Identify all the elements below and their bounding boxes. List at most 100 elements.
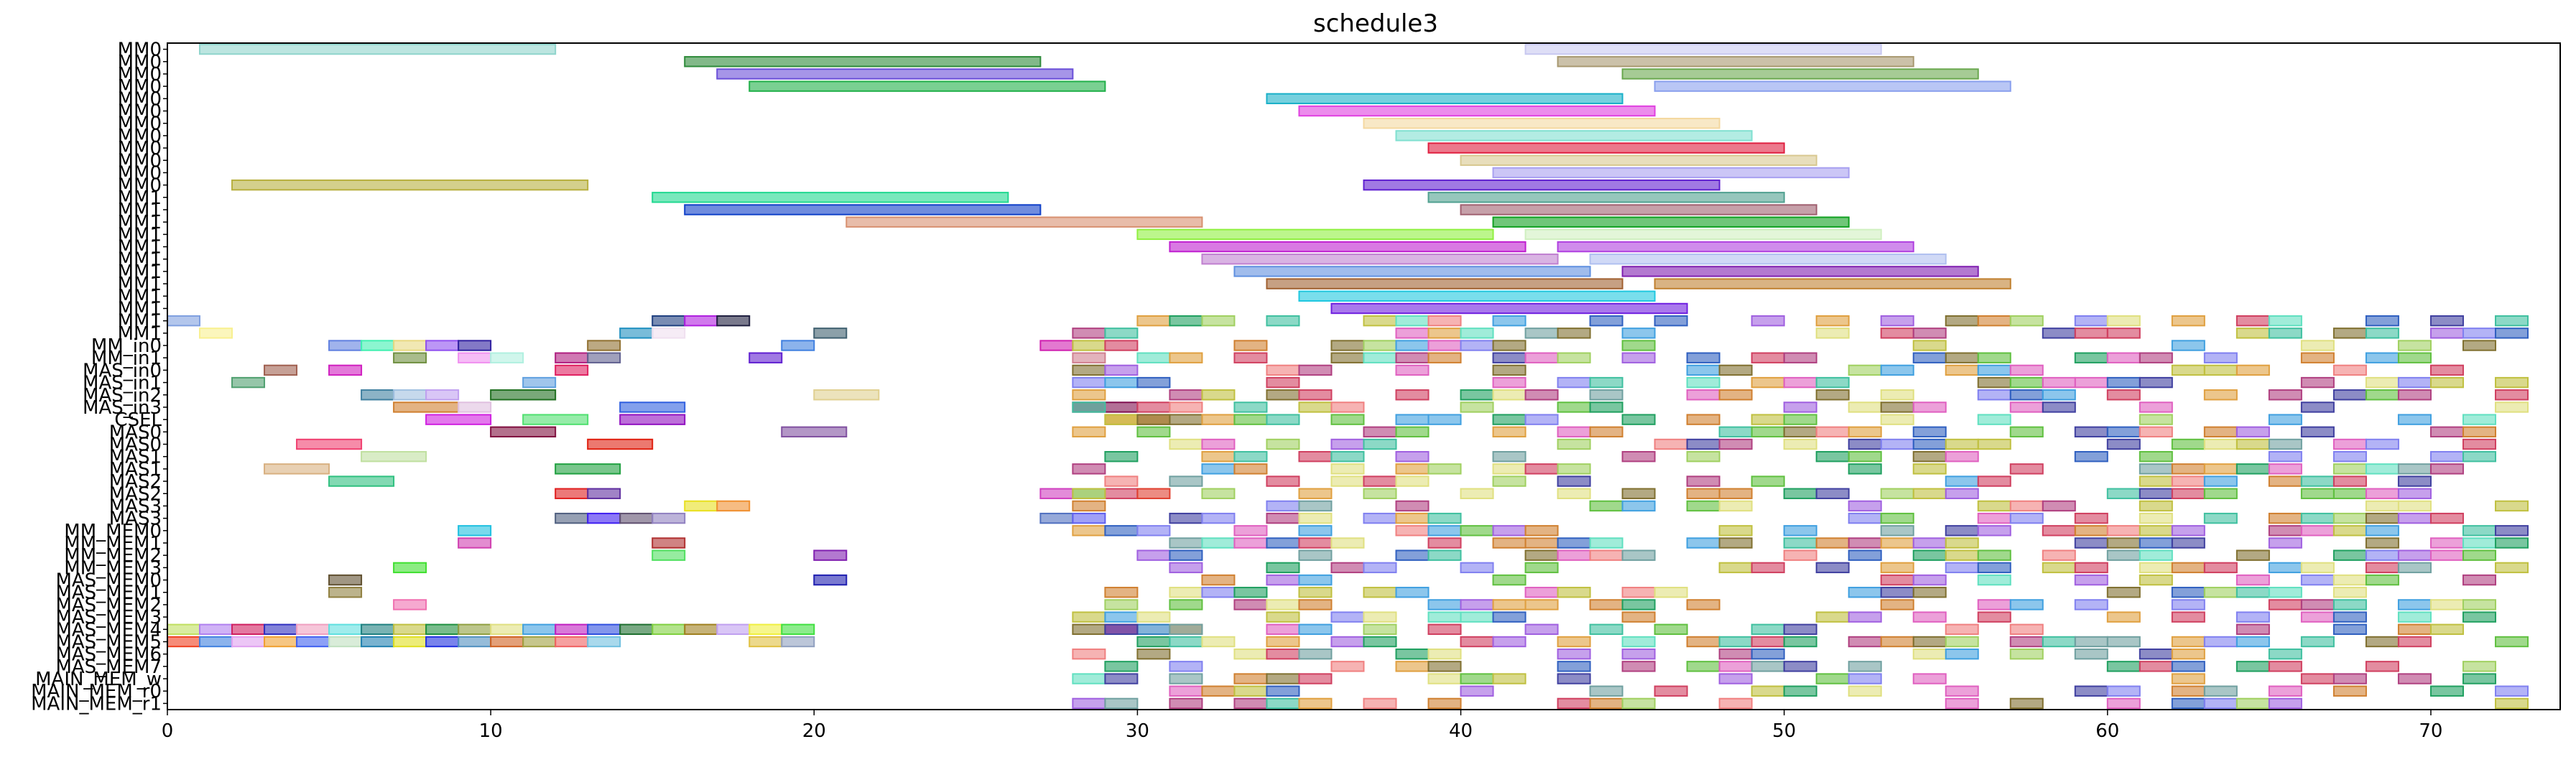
task-bar: [1201, 389, 1236, 401]
task-bar: [1427, 611, 1462, 623]
task-bar: [1557, 673, 1591, 684]
task-bar: [2236, 328, 2270, 339]
task-bar: [1266, 93, 1623, 105]
task-bar: [1104, 661, 1139, 672]
task-bar: [2268, 685, 2302, 697]
task-bar: [2171, 673, 2205, 684]
task-bar: [1912, 438, 1947, 450]
row-label: MAS1: [109, 447, 162, 468]
task-bar: [2365, 352, 2399, 363]
task-bar: [1169, 562, 1203, 574]
row-label: MM1: [118, 187, 162, 209]
task-bar: [2236, 463, 2270, 475]
task-bar: [1654, 80, 2011, 92]
task-bar: [1266, 611, 1300, 623]
task-bar: [2106, 587, 2141, 598]
task-bar: [1686, 451, 1720, 463]
task-bar: [2203, 587, 2238, 598]
task-bar: [199, 43, 557, 55]
task-bar: [1072, 611, 1106, 623]
task-bar: [2203, 438, 2238, 450]
task-bar: [1977, 315, 2011, 327]
row-label: MM0: [118, 52, 162, 73]
task-bar: [1169, 241, 1526, 253]
task-bar: [2494, 328, 2529, 339]
task-bar: [1880, 537, 1914, 549]
task-bar: [1718, 636, 1753, 648]
task-bar: [1136, 525, 1171, 537]
task-bar: [2203, 463, 2238, 475]
row-label: MAS_in3: [83, 397, 162, 419]
task-bar: [1104, 599, 1139, 610]
task-bar: [813, 549, 848, 561]
task-bar: [2300, 636, 2335, 648]
row-label: MAS0: [109, 435, 162, 456]
task-bars: [167, 43, 2529, 710]
task-bar: [1589, 254, 1947, 265]
x-tick-label: 20: [802, 720, 826, 742]
task-bar: [1330, 475, 1365, 487]
task-bar: [2106, 537, 2141, 549]
task-bar: [393, 401, 460, 413]
task-bar: [2203, 685, 2238, 697]
task-bar: [2171, 648, 2205, 660]
row-label: MM1: [118, 311, 162, 333]
task-bar: [1718, 426, 1753, 438]
task-bar: [1815, 537, 1850, 549]
task-bar: [1718, 488, 1753, 499]
task-bar: [2074, 574, 2108, 586]
task-bar: [199, 623, 233, 635]
row-label: MAS_MEM4: [55, 619, 162, 641]
task-bar: [1783, 525, 1817, 537]
task-bar: [1492, 352, 1526, 363]
task-bar: [1266, 685, 1300, 697]
task-bar: [1330, 463, 1365, 475]
task-bar: [1751, 475, 1785, 487]
task-bar: [2139, 648, 2173, 660]
row-label: MM1: [118, 237, 162, 259]
task-bar: [2397, 673, 2432, 684]
task-bar: [1751, 426, 1785, 438]
task-bar: [2494, 401, 2529, 413]
task-bar: [1783, 352, 1817, 363]
task-bar: [1880, 328, 1914, 339]
task-bar: [1233, 697, 1268, 710]
task-bar: [1201, 254, 1559, 265]
task-bar: [1266, 599, 1300, 610]
task-bar: [1751, 685, 1785, 697]
task-bar: [2236, 661, 2270, 672]
task-bar: [2462, 611, 2496, 623]
task-bar: [1136, 636, 1171, 648]
row-label: MM0: [118, 76, 162, 98]
task-bar: [1557, 475, 1591, 487]
task-bar: [1621, 451, 1656, 463]
task-bar: [1589, 500, 1623, 512]
task-bar: [1201, 438, 1236, 450]
task-bar: [1848, 685, 1882, 697]
task-bar: [328, 636, 363, 648]
task-bar: [1395, 500, 1430, 512]
task-bar: [1492, 167, 1850, 179]
row-label: MAS_in0: [83, 360, 162, 381]
task-bar: [1621, 328, 1656, 339]
task-bar: [1363, 512, 1397, 524]
task-bar: [1557, 463, 1591, 475]
row-label: MAS2: [109, 471, 162, 493]
task-bar: [1104, 340, 1139, 351]
task-bar: [1233, 525, 1268, 537]
task-bar: [1718, 438, 1753, 450]
task-bar: [587, 636, 621, 648]
task-bar: [1977, 376, 2011, 389]
task-bar: [1621, 68, 1979, 80]
task-bar: [1169, 587, 1203, 598]
task-bar: [1266, 438, 1300, 450]
task-bar: [167, 623, 201, 635]
task-bar: [1621, 500, 1656, 512]
task-bar: [1492, 599, 1526, 610]
task-bar: [1880, 315, 1914, 327]
task-bar: [813, 328, 848, 339]
task-bar: [1718, 525, 1753, 537]
task-bar: [716, 315, 751, 327]
task-bar: [684, 500, 718, 512]
row-label: MM1: [118, 200, 162, 221]
